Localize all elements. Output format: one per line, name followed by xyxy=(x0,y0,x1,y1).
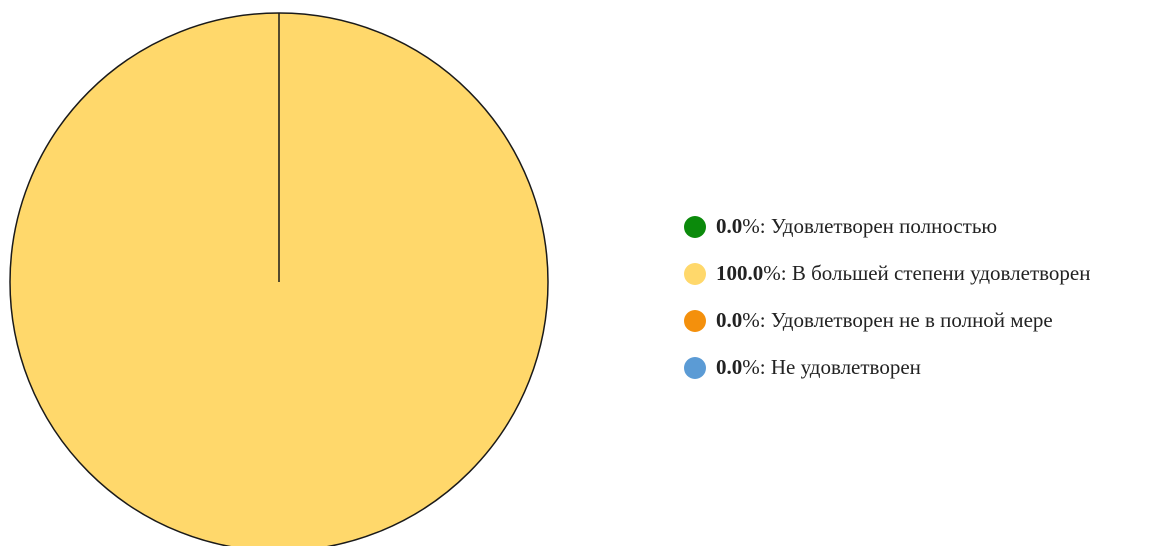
legend-label: Удовлетворен полностью xyxy=(770,214,998,238)
legend-item-mostly-satisfied: 100.0%: В большей степени удовлетворен xyxy=(684,250,1090,297)
legend-item-not-satisfied: 0.0%: Не удовлетворен xyxy=(684,344,1090,391)
legend-label: В большей степени удовлетворен xyxy=(791,261,1091,285)
legend-separator: : xyxy=(759,355,771,379)
legend-swatch-fully-satisfied xyxy=(684,215,706,238)
legend-separator: : xyxy=(759,308,771,332)
legend-value: 0.0 xyxy=(716,214,743,238)
legend-unit: % xyxy=(742,308,760,332)
legend-swatch-not-satisfied xyxy=(684,356,706,379)
legend-label: Удовлетворен не в полной мере xyxy=(770,308,1053,332)
legend-separator: : xyxy=(780,261,792,285)
legend-unit: % xyxy=(742,355,760,379)
legend-unit: % xyxy=(742,214,760,238)
legend-value: 0.0 xyxy=(716,355,743,379)
legend-value: 100.0 xyxy=(716,261,764,285)
legend-item-partially-satisfied: 0.0%: Удовлетворен не в полной мере xyxy=(684,297,1090,344)
legend-label: Не удовлетворен xyxy=(770,355,921,379)
legend-value: 0.0 xyxy=(716,308,743,332)
legend-separator: : xyxy=(759,214,771,238)
legend: 0.0%: Удовлетворен полностью 100.0%: В б… xyxy=(684,203,1090,391)
legend-unit: % xyxy=(763,261,781,285)
legend-swatch-partially-satisfied xyxy=(684,309,706,332)
legend-item-fully-satisfied: 0.0%: Удовлетворен полностью xyxy=(684,203,1090,250)
legend-swatch-mostly-satisfied xyxy=(684,262,706,285)
